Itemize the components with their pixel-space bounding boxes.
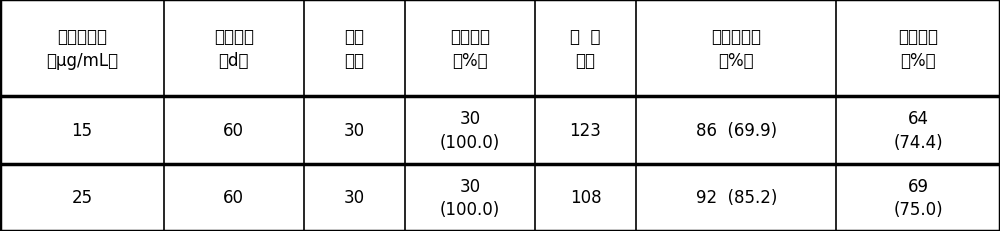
Text: 25: 25 xyxy=(71,188,92,207)
Text: 处理天数
（d）: 处理天数 （d） xyxy=(214,28,254,69)
Text: 123: 123 xyxy=(570,122,601,140)
Text: 成活株数
（%）: 成活株数 （%） xyxy=(450,28,490,69)
Text: 108: 108 xyxy=(570,188,601,207)
Text: 30
(100.0): 30 (100.0) xyxy=(440,110,500,151)
Text: 病毒醚浓度
（μg/mL）: 病毒醚浓度 （μg/mL） xyxy=(46,28,118,69)
Text: 64
(74.4): 64 (74.4) xyxy=(893,110,943,151)
Text: 86  (69.9): 86 (69.9) xyxy=(696,122,777,140)
Text: 60: 60 xyxy=(223,122,244,140)
Text: 处理
株数: 处理 株数 xyxy=(344,28,364,69)
Text: 成活茎尖数
（%）: 成活茎尖数 （%） xyxy=(711,28,761,69)
Text: 60: 60 xyxy=(223,188,244,207)
Text: 15: 15 xyxy=(71,122,92,140)
Text: 69
(75.0): 69 (75.0) xyxy=(893,177,943,218)
Text: 无毒株数
（%）: 无毒株数 （%） xyxy=(898,28,938,69)
Text: 切  茎
尖数: 切 茎 尖数 xyxy=(570,28,601,69)
Text: 30: 30 xyxy=(344,188,365,207)
Text: 92  (85.2): 92 (85.2) xyxy=(696,188,777,207)
Text: 30: 30 xyxy=(344,122,365,140)
Text: 30
(100.0): 30 (100.0) xyxy=(440,177,500,218)
